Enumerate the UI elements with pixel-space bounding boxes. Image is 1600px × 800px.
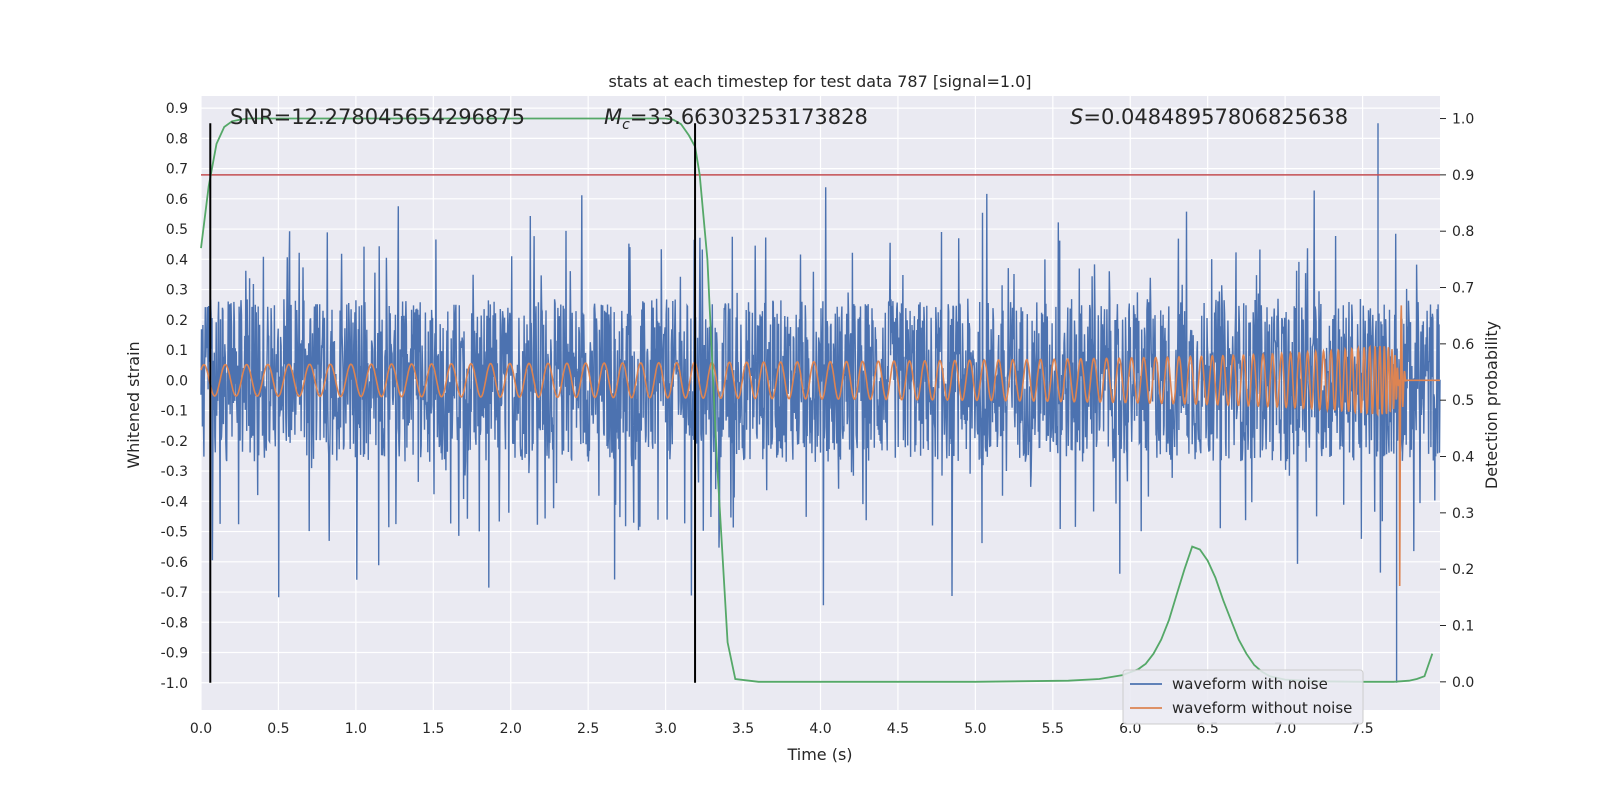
y-tick-label: 0.6: [166, 192, 188, 208]
y-tick-label: 0.4: [166, 252, 188, 268]
y-tick-label-right: 0.0: [1452, 675, 1474, 691]
y-tick-label: 0.7: [166, 162, 188, 178]
y-tick-label: 0.2: [166, 313, 188, 329]
y-tick-label: -0.3: [161, 464, 188, 480]
y-tick-label: -0.4: [161, 494, 188, 510]
y-tick-label: -0.2: [161, 434, 188, 450]
x-tick-label: 3.0: [654, 721, 676, 737]
x-tick-label: 1.0: [345, 721, 367, 737]
x-tick-label: 0.0: [190, 721, 212, 737]
legend-label-noise: waveform with noise: [1172, 675, 1328, 693]
y-tick-label-right: 0.2: [1452, 562, 1474, 578]
x-tick-label: 4.0: [809, 721, 831, 737]
legend: waveform with noise waveform without noi…: [1122, 669, 1364, 725]
y-tick-label-right: 0.1: [1452, 619, 1474, 635]
clean-waveform-line: [200, 305, 1440, 587]
y-tick-label-right: 0.4: [1452, 450, 1474, 466]
chirp-mass-annotation: Mc=33.66303253173828: [604, 105, 868, 133]
y-tick-label: -0.9: [161, 646, 188, 662]
y-tick-label: 0.5: [166, 222, 188, 238]
y-axis-label-right: Detection probability: [1482, 321, 1501, 489]
y-tick-label-right: 0.5: [1452, 393, 1474, 409]
snr-annotation: SNR=12.278045654296875: [230, 105, 525, 129]
x-tick-label: 7.5: [1351, 721, 1373, 737]
x-tick-label: 1.5: [422, 721, 444, 737]
y-tick-label: -0.8: [161, 615, 188, 631]
y-tick-label-right: 1.0: [1452, 112, 1474, 128]
y-tick-label: -0.7: [161, 585, 188, 601]
y-tick-label-right: 0.8: [1452, 224, 1474, 240]
y-tick-label: -0.6: [161, 555, 188, 571]
y-tick-label-right: 0.7: [1452, 281, 1474, 297]
x-tick-label: 7.0: [1274, 721, 1296, 737]
x-tick-label: 2.5: [577, 721, 599, 737]
y-ticks-left: 0.9 0.8 0.7 0.6 0.5 0.4 0.3 0.2 0.1 0.0 -0.1 -0.2 -0…: [161, 101, 188, 692]
y-tick-label: -0.1: [161, 404, 188, 420]
y-tick-label: -0.5: [161, 525, 188, 541]
x-tick-label: 5.5: [1042, 721, 1064, 737]
y-tick-label-right: 0.3: [1452, 506, 1474, 522]
y-axis-label: Whitened strain: [124, 341, 143, 468]
x-ticks: 0.0 0.5 1.0 1.5 2.0 2.5 3.0 3.5 4.0 4.5 5.0 5.5 6.0 6…: [190, 721, 1374, 737]
x-tick-label: 0.5: [267, 721, 289, 737]
y-tick-label: -1.0: [161, 676, 188, 692]
y-tick-label: 0.0: [166, 373, 188, 389]
y-ticks-right: 1.0 0.9 0.8 0.7 0.6 0.5 0.4 0.3 0.2 0.1 0.0: [1440, 112, 1474, 691]
y-tick-label-right: 0.9: [1452, 168, 1474, 184]
noisy-waveform-line: [200, 123, 1441, 683]
chart-title: stats at each timestep for test data 787…: [608, 72, 1031, 91]
x-axis-label: Time (s): [786, 745, 852, 764]
legend-label-chirp: waveform without noise: [1172, 699, 1352, 717]
x-tick-label: 4.5: [887, 721, 909, 737]
legend-box: [1122, 669, 1364, 725]
y-tick-label-right: 0.6: [1452, 337, 1474, 353]
x-tick-label: 3.5: [732, 721, 754, 737]
x-tick-label: 6.5: [1197, 721, 1219, 737]
x-tick-label: 5.0: [964, 721, 986, 737]
y-tick-label: 0.9: [166, 101, 188, 117]
x-tick-label: 2.0: [500, 721, 522, 737]
x-tick-label: 6.0: [1119, 721, 1141, 737]
y-tick-label: 0.3: [166, 283, 188, 299]
y-tick-label: 0.1: [166, 343, 188, 359]
y-tick-label: 0.8: [166, 131, 188, 147]
s-annotation: S=0.04848957806825638: [1070, 105, 1348, 129]
